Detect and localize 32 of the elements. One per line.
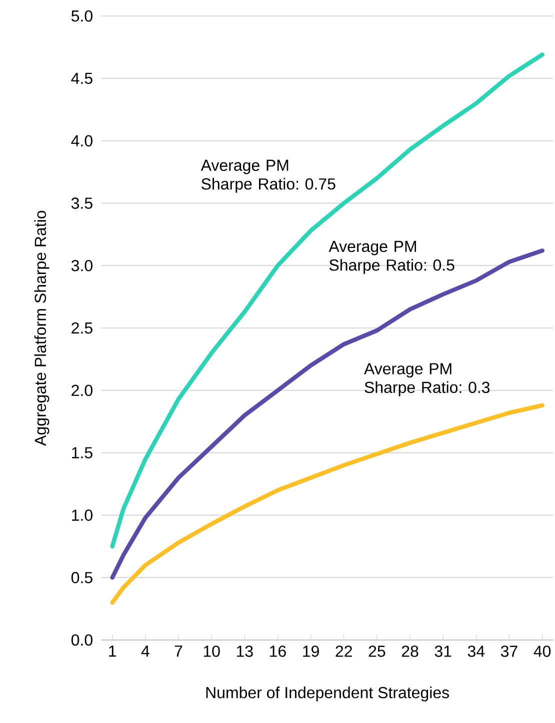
x-tick-label: 1	[109, 646, 116, 657]
y-tick-label: 0.0	[71, 634, 92, 646]
y-tick-label: 3.5	[71, 198, 92, 209]
x-tick-label: 40	[534, 646, 551, 657]
line-series	[110, 403, 544, 605]
series-label: Average PM Sharpe Ratio: 0.3	[364, 363, 490, 396]
y-tick-label: 0.5	[71, 572, 92, 584]
x-tick-label: 10	[204, 646, 220, 657]
x-tick-label: 16	[270, 646, 286, 657]
x-tick-label: 4	[141, 646, 150, 657]
y-tick-label: 4.5	[71, 72, 92, 84]
x-tick-label: 13	[236, 646, 253, 657]
x-tick-label: 7	[174, 646, 182, 657]
x-tick-label: 19	[303, 646, 319, 657]
x-axis-title: Number of Independent Strategies	[206, 686, 450, 702]
x-tick-label: 31	[434, 646, 452, 657]
y-tick-label: 3.0	[71, 260, 92, 272]
x-tick-label: 28	[402, 646, 418, 657]
series-label: Average PM Sharpe Ratio: 0.75	[200, 160, 336, 193]
x-tick-label: 25	[368, 646, 386, 657]
y-tick-label: 1.0	[72, 510, 92, 521]
y-tick-label: 1.5	[72, 447, 92, 458]
y-tick-label: 2.5	[72, 322, 92, 334]
y-axis-title: Aggregate Platform Sharpe Ratio	[34, 210, 50, 446]
y-tick-label: 2.0	[72, 384, 92, 396]
x-tick-label: 37	[500, 646, 518, 657]
line-series	[110, 52, 544, 549]
x-tick-label: 34	[468, 646, 485, 657]
y-tick-label: 4.0	[71, 135, 92, 146]
y-tick-label: 5.0	[71, 10, 92, 22]
x-tick-label: 22	[336, 646, 352, 657]
series-label: Average PM Sharpe Ratio: 0.5	[328, 240, 454, 274]
